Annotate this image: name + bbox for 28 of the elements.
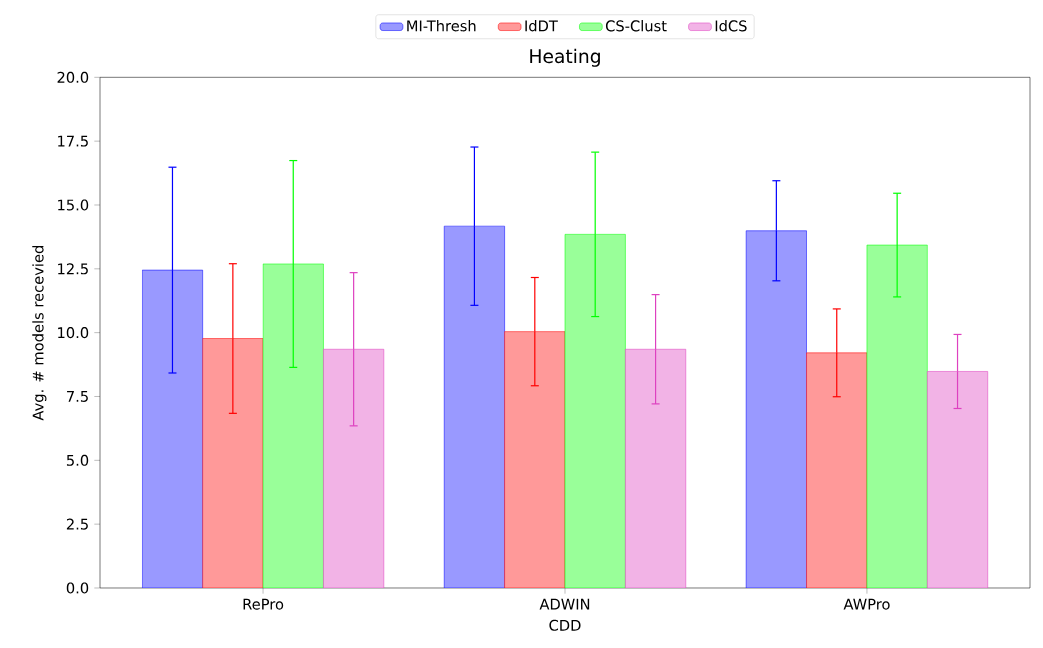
bar [142,269,203,588]
y-tick-label: 10.0 [58,327,89,339]
legend-label: IdDT [525,20,558,32]
y-tick-label: 7.5 [67,391,88,402]
x-tick-label: ADWIN [539,598,590,610]
bar [745,230,807,588]
bar [262,263,324,588]
legend-label: IdCS [715,20,747,32]
legend-label: CS-Clust [605,20,667,32]
bar [866,244,928,588]
y-tick-label: 20.0 [57,71,89,83]
bar [625,348,687,588]
bar [443,225,505,588]
bar [564,234,626,588]
bar [323,348,385,588]
bar [927,371,988,588]
chart-title: Heating [530,48,600,67]
y-tick-label: 5.0 [66,454,89,466]
x-tick-label: RePro [243,598,284,610]
y-axis-title: Avg. # models recevied [32,246,47,421]
x-tick-label: AWPro [843,598,890,610]
y-tick-label: 0.0 [66,582,89,594]
y-tick-label: 12.5 [58,263,88,275]
x-axis-title: CDD [549,619,581,631]
y-tick-label: 17.5 [58,135,88,147]
y-tick-label: 2.5 [66,518,88,530]
y-tick-label: 15.0 [58,199,89,211]
legend-label: MI-Thresh [407,20,476,32]
